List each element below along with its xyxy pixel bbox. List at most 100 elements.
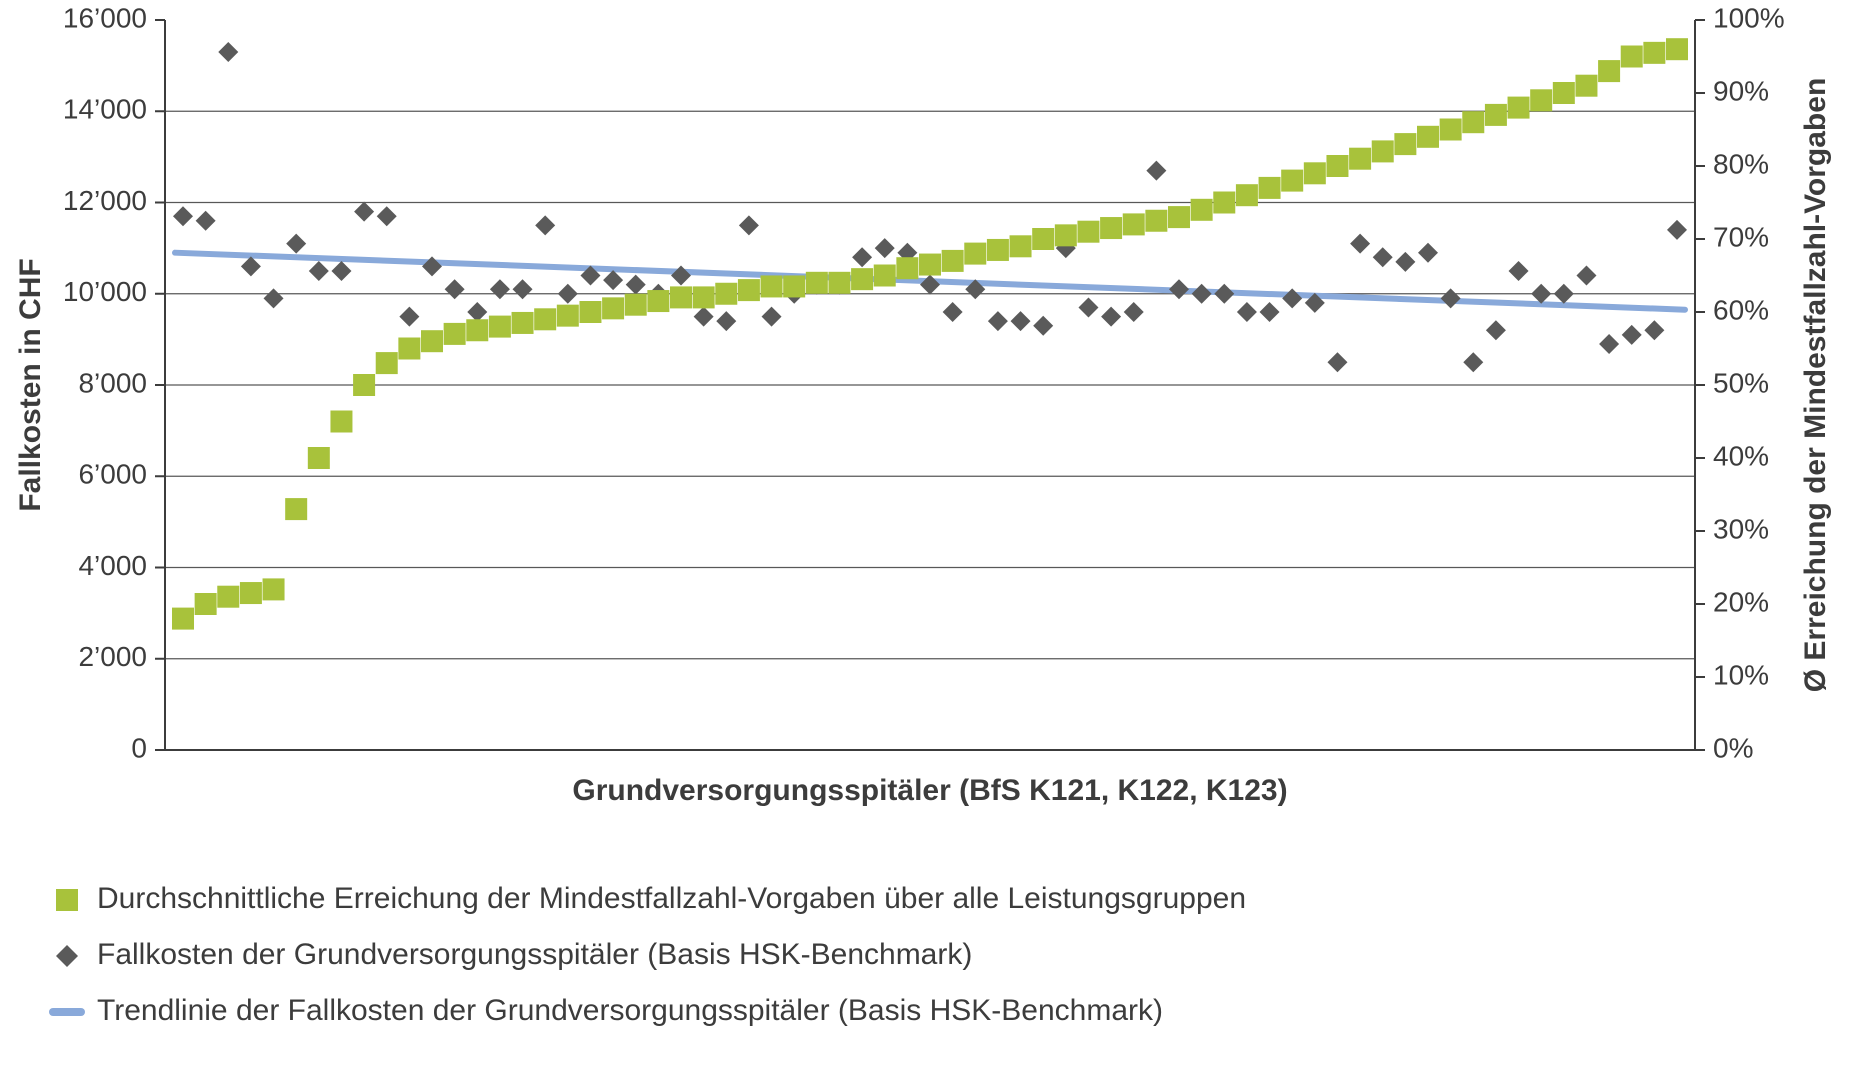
diamond-point: [1599, 334, 1619, 354]
square-point: [534, 308, 556, 330]
square-point: [851, 268, 873, 290]
square-point: [1417, 126, 1439, 148]
y-left-tick-label: 8’000: [78, 367, 147, 398]
square-point: [761, 275, 783, 297]
diamond-point: [558, 284, 578, 304]
square-point: [1349, 148, 1371, 170]
diamond-point: [603, 270, 623, 290]
diamond-point: [309, 261, 329, 281]
y-left-tick-label: 16’000: [63, 2, 147, 33]
diamond-point: [1146, 161, 1166, 181]
square-point: [1462, 111, 1484, 133]
diamond-point: [1667, 220, 1687, 240]
dual-axis-scatter-chart: 02’0004’0006’0008’00010’00012’00014’0001…: [0, 0, 1868, 1080]
square-point: [172, 608, 194, 630]
diamond-point: [716, 311, 736, 331]
square-point: [647, 290, 669, 312]
diamond-point: [1237, 302, 1257, 322]
square-point: [1394, 133, 1416, 155]
y-right-tick-label: 70%: [1713, 221, 1769, 252]
square-point: [896, 257, 918, 279]
diamond-point: [1576, 266, 1596, 286]
legend-empty-icon: [56, 1058, 76, 1078]
legend: Durchschnittliche Erreichung der Mindest…: [53, 882, 1246, 1078]
diamond-point: [467, 302, 487, 322]
square-point: [353, 374, 375, 396]
diamond-point: [196, 211, 216, 231]
square-point: [1077, 221, 1099, 243]
square-point: [1055, 224, 1077, 246]
diamond-point: [377, 206, 397, 226]
square-point: [942, 250, 964, 272]
gridlines: [165, 111, 1695, 659]
square-point: [1191, 199, 1213, 221]
square-point: [421, 330, 443, 352]
square-point: [1304, 162, 1326, 184]
square-point: [1508, 97, 1530, 119]
square-point: [466, 319, 488, 341]
diamond-point: [739, 215, 759, 235]
y-left-axis-title: Fallkosten in CHF: [14, 258, 47, 511]
y-right-tick-label: 40%: [1713, 440, 1769, 471]
diamond-point: [445, 279, 465, 299]
legend-label: Fallkosten der Grundversorgungsspitäler …: [97, 938, 972, 971]
square-point: [1621, 46, 1643, 68]
diamond-point: [1192, 284, 1212, 304]
y-left-tick-label: 0: [131, 732, 147, 763]
diamond-point: [241, 256, 261, 276]
square-point: [308, 447, 330, 469]
diamond-point: [920, 275, 940, 295]
diamond-point: [1124, 302, 1144, 322]
square-point: [579, 301, 601, 323]
square-point: [1485, 104, 1507, 126]
diamond-point: [875, 238, 895, 258]
square-point: [1259, 177, 1281, 199]
diamond-point: [490, 279, 510, 299]
y-left-tick-label: 2’000: [78, 641, 147, 672]
y-left-tick-label: 6’000: [78, 459, 147, 490]
diamond-point: [1373, 247, 1393, 267]
y-right-tick-label: 60%: [1713, 294, 1769, 325]
square-point: [217, 586, 239, 608]
square-point: [1010, 235, 1032, 257]
y-right-tick-label: 10%: [1713, 659, 1769, 690]
diamond-point: [513, 279, 533, 299]
diamond-point: [671, 266, 691, 286]
y-left-tick-label: 14’000: [63, 94, 147, 125]
square-point: [919, 254, 941, 276]
diamond-point: [852, 247, 872, 267]
legend-square-icon: [56, 889, 78, 911]
square-point: [1643, 42, 1665, 64]
diamond-point: [1078, 297, 1098, 317]
square-point: [1372, 140, 1394, 162]
diamond-series: [173, 42, 1687, 372]
square-point: [489, 316, 511, 338]
square-point: [783, 275, 805, 297]
y-right-tick-label: 90%: [1713, 75, 1769, 106]
square-point: [376, 352, 398, 374]
square-point: [964, 243, 986, 265]
y-right-tick-label: 30%: [1713, 513, 1769, 544]
diamond-point: [1554, 284, 1574, 304]
diamond-point: [173, 206, 193, 226]
square-point: [1123, 213, 1145, 235]
diamond-point: [1101, 307, 1121, 327]
square-point: [806, 272, 828, 294]
square-point: [1530, 89, 1552, 111]
y-right-tick-label: 50%: [1713, 367, 1769, 398]
y-right-tick-label: 100%: [1713, 2, 1785, 33]
diamond-point: [1282, 288, 1302, 308]
square-point: [444, 323, 466, 345]
diamond-point: [1350, 234, 1370, 254]
diamond-point: [331, 261, 351, 281]
diamond-point: [1033, 316, 1053, 336]
x-axis-title: Grundversorgungsspitäler (BfS K121, K122…: [572, 774, 1287, 807]
y-right-axis-title: Ø Erreichung der Mindestfallzahl-Vorgabe…: [1799, 78, 1832, 693]
diamond-point: [1531, 284, 1551, 304]
square-point: [1032, 228, 1054, 250]
diamond-point: [1214, 284, 1234, 304]
diamond-point: [1644, 320, 1664, 340]
square-point: [625, 294, 647, 316]
square-point: [263, 578, 285, 600]
square-point: [1666, 38, 1688, 60]
